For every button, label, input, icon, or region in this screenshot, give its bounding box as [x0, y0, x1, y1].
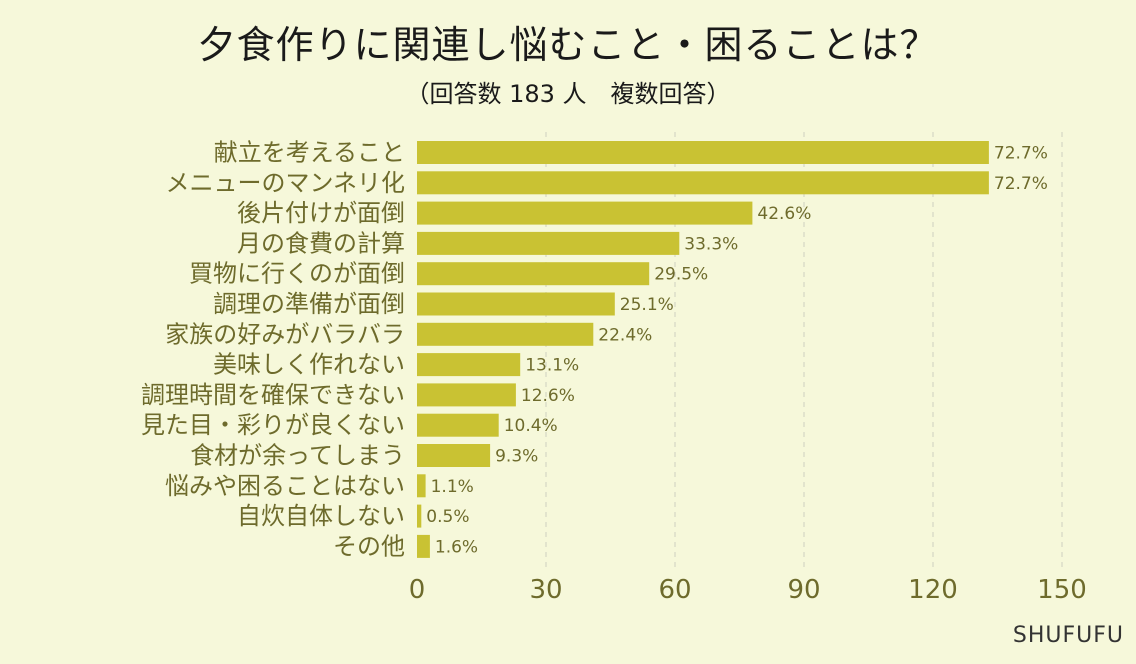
value-label: 25.1% — [620, 295, 674, 315]
grid-lines — [545, 132, 1063, 572]
x-tick-label: 30 — [529, 575, 562, 605]
x-tick-label: 90 — [787, 575, 820, 605]
value-label: 0.5% — [426, 507, 469, 527]
bar — [417, 201, 753, 225]
chart-title: 夕食作りに関連し悩むこと・困ることは？ — [197, 23, 939, 67]
bar — [417, 444, 491, 467]
bar — [417, 262, 650, 286]
value-label: 72.7% — [994, 144, 1048, 164]
category-label: 月の食費の計算 — [237, 229, 405, 257]
category-label: 調理の準備が面倒 — [213, 290, 405, 318]
value-label: 29.5% — [654, 265, 708, 285]
x-tick-label: 120 — [908, 575, 958, 605]
bar — [417, 474, 426, 498]
bar — [417, 534, 430, 558]
bar — [417, 504, 422, 528]
category-label: 買物に行くのが面倒 — [189, 260, 405, 288]
category-label: メニューのマンネリ化 — [165, 169, 405, 197]
category-label: 家族の好みがバラバラ — [165, 320, 405, 348]
value-label: 12.6% — [521, 386, 575, 406]
bar — [417, 322, 594, 346]
value-label: 1.1% — [431, 477, 474, 497]
value-label: 9.3% — [495, 447, 538, 467]
value-label: 10.4% — [504, 416, 558, 436]
value-label: 13.1% — [525, 356, 579, 376]
bar — [417, 231, 680, 255]
category-labels: 献立を考えることメニューのマンネリ化後片付けが面倒月の食費の計算買物に行くのが面… — [141, 139, 405, 561]
x-tick-label: 60 — [658, 575, 691, 605]
source-credit: SHUFUFU — [1012, 623, 1124, 648]
value-label: 33.3% — [684, 234, 738, 254]
value-label: 22.4% — [598, 325, 652, 345]
category-label: 調理時間を確保できない — [141, 381, 405, 409]
bar — [417, 171, 989, 195]
category-label: 後片付けが面倒 — [237, 199, 405, 227]
x-axis-ticks: 0 30 60 90 120 150 — [409, 575, 1087, 605]
bars — [417, 141, 989, 558]
value-label: 1.6% — [435, 537, 478, 557]
category-label: 美味しく作れない — [213, 351, 405, 379]
bar — [417, 141, 989, 164]
category-label: 悩みや困ることはない — [165, 472, 405, 500]
value-labels: 72.7% 72.7% 42.6% 33.3% 29.5% 25.1% 22.4% 13.1%… — [426, 144, 1048, 558]
category-label: その他 — [333, 532, 405, 560]
bar — [417, 383, 516, 407]
category-label: 食材が余ってしまう — [190, 442, 405, 470]
category-label: 自炊自体しない — [237, 502, 405, 530]
category-label: 献立を考えること — [214, 139, 405, 167]
value-label: 72.7% — [994, 174, 1048, 194]
chart-subtitle: （回答数 183 人 複数回答） — [405, 80, 731, 108]
x-tick-label: 0 — [409, 575, 426, 605]
bar — [417, 292, 615, 316]
x-tick-label: 150 — [1037, 575, 1087, 605]
value-label: 42.6% — [757, 204, 811, 224]
category-label: 見た目・彩りが良くない — [141, 411, 405, 439]
bar — [417, 413, 499, 437]
bar — [417, 353, 521, 377]
